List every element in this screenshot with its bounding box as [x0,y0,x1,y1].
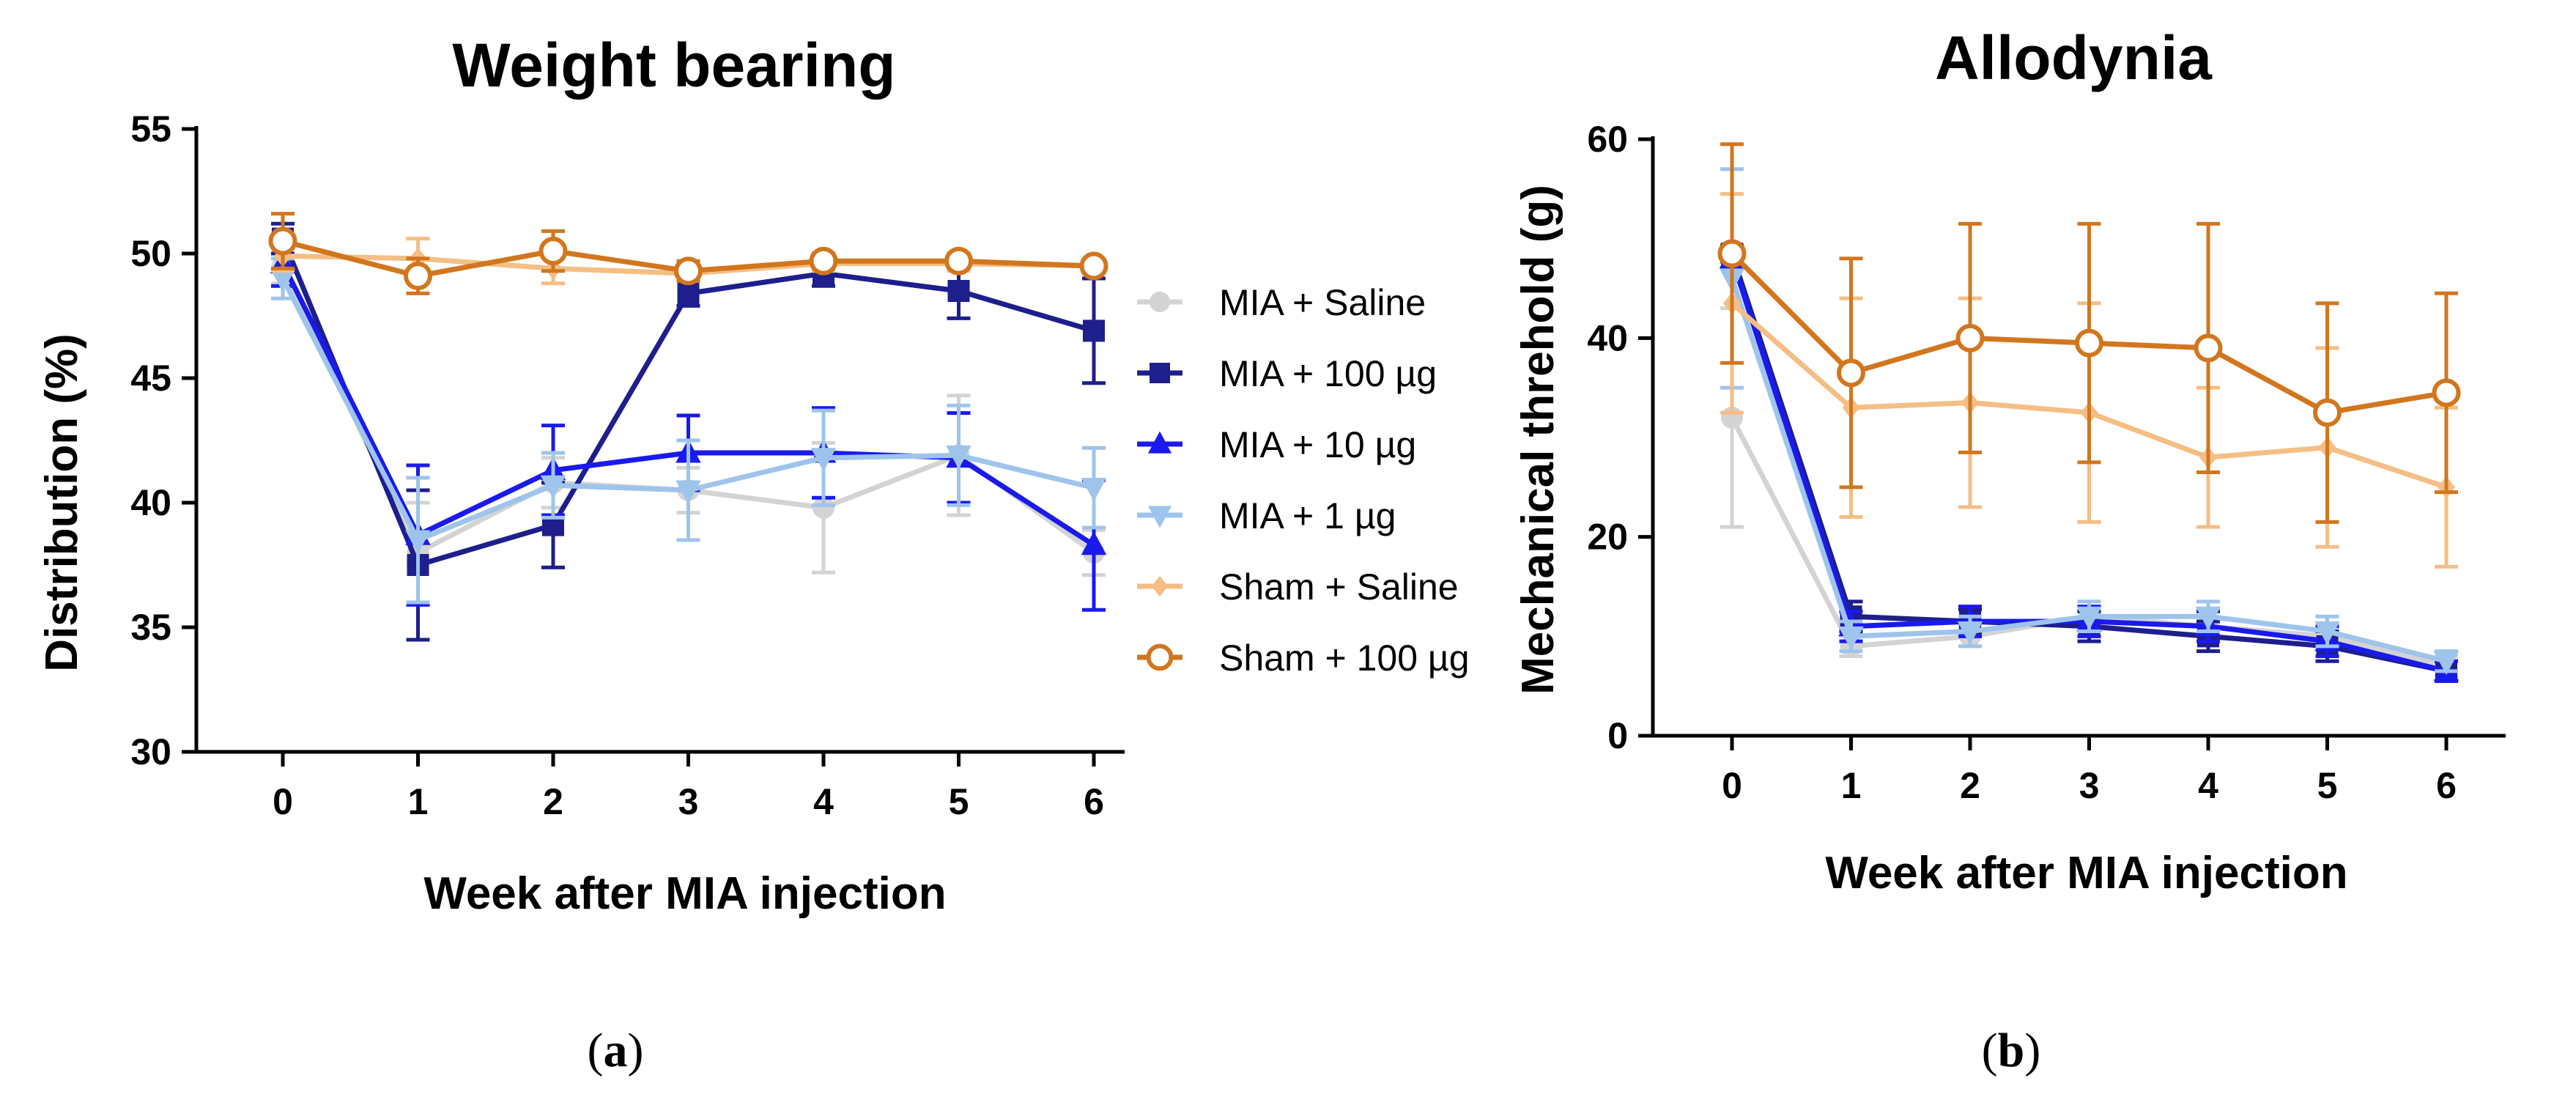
legend-item-sham-100-ug: Sham + 100 µg [1137,638,1470,679]
chart-a-point-mia-1-ug [405,530,431,554]
chart-b-y-tick-label: 40 [1587,317,1628,358]
chart-b-point-mia-1-ug [2433,651,2460,675]
legend: MIA + Saline MIA + 100 µg MIA + 10 µg MIA +… [1137,282,1470,679]
panel-b-allodynia: Allodynia Mechanical threhold (g) Week a… [1513,23,2506,1077]
chart-a-x-tick-label: 6 [1084,781,1104,822]
chart-b-y-axis-label: Mechanical threhold (g) [1513,185,1563,695]
chart-a-y-tick-label: 30 [130,731,171,772]
chart-a-x-axis-label: Week after MIA injection [423,868,946,919]
chart-b-x-tick-label: 6 [2436,765,2457,806]
chart-a-point-mia-saline [813,496,834,519]
chart-a-point-mia-1-ug [1081,478,1107,502]
chart-b-title: Allodynia [1935,23,2213,92]
chart-b-x-tick-label: 2 [1960,765,1980,806]
chart-b-series-sham-100-ug [1717,142,2461,524]
chart-b-x-tick-label: 4 [2198,765,2218,806]
legend-swatch-marker [1146,643,1174,671]
chart-a-point-mia-100-ug [947,280,970,302]
legend-item-mia-saline: MIA + Saline [1137,282,1426,323]
chart-a-point-mia-1-ug [810,448,837,472]
chart-b-x-tick-label: 3 [2079,765,2100,806]
chart-a-point-sham-100-ug [538,237,568,266]
chart-a-title: Weight bearing [452,31,895,100]
chart-b-point-mia-1-ug [2314,621,2340,646]
chart-a-y-tick-label: 50 [130,233,171,274]
chart-a-y-tick-label: 45 [130,358,171,399]
chart-b-series [1717,142,2461,683]
panel-a-weight-bearing: Weight bearing Distribution (%) Week aft… [37,31,1125,1077]
chart-a-point-mia-1-ug [540,475,566,499]
chart-b-point-sham-100-ug [2313,398,2342,427]
legend-item-mia-1-ug: MIA + 1 µg [1137,495,1396,536]
chart-b-x-tick-label: 5 [2317,765,2338,806]
legend-swatch-marker [1147,431,1172,454]
legend-label: MIA + Saline [1219,282,1426,323]
chart-a-point-mia-1-ug [270,268,296,292]
chart-b-point-mia-1-ug [2076,606,2102,630]
chart-a-point-mia-100-ug [1083,320,1105,342]
chart-b-point-sham-100-ug [2075,328,2103,358]
chart-a-x-tick-label: 1 [408,781,429,822]
chart-b-axes: 0 20 40 60 0 1 2 3 4 5 6 [1587,119,2506,806]
legend-label: MIA + 10 µg [1219,424,1416,465]
chart-a-series-sham-100-ug [268,212,1109,295]
chart-b-point-sham-100-ug [1955,323,1985,352]
chart-a-point-sham-100-ug [809,246,838,276]
panel-label-b: (b) [1982,1024,2041,1077]
chart-a-x-tick-label: 5 [949,781,969,822]
chart-b-x-axis-label: Week after MIA injection [1825,848,2347,898]
legend-swatch-marker [1151,576,1169,597]
chart-a-y-tick-label: 35 [130,607,171,648]
chart-a-y-axis-label: Distribution (%) [37,333,87,672]
legend-label: MIA + 1 µg [1219,495,1396,536]
legend-swatch-marker [1150,363,1170,383]
chart-b-x-tick-label: 1 [1841,765,1862,806]
legend-swatch-marker [1147,506,1172,528]
chart-a-point-sham-100-ug [1079,251,1109,281]
chart-a-x-tick-label: 4 [813,781,834,822]
chart-b-point-sham-100-ug [2432,378,2461,407]
chart-a-x-tick-label: 3 [678,781,699,822]
chart-b-point-sham-100-ug [1717,239,1747,268]
chart-a-y-tick-label: 40 [130,482,171,523]
chart-a-point-sham-100-ug [674,256,703,286]
chart-a-point-sham-100-ug [404,262,432,291]
chart-a-point-sham-100-ug [268,226,297,256]
chart-a-point-mia-100-ug [677,282,700,305]
chart-a-y-tick-label: 55 [130,108,171,149]
legend-item-mia-100-ug: MIA + 100 µg [1137,353,1437,394]
legend-label: Sham + 100 µg [1219,638,1470,679]
panel-label-a: (a) [588,1024,644,1077]
chart-b-y-tick-label: 20 [1587,517,1628,558]
chart-b-point-sham-100-ug [1837,358,1865,388]
chart-a-point-mia-1-ug [946,445,971,470]
chart-a-point-sham-100-ug [944,246,973,276]
legend-item-sham-saline: Sham + Saline [1137,566,1459,607]
chart-a-point-mia-1-ug [676,480,701,504]
chart-b-point-mia-1-ug [1957,621,1983,646]
chart-a-x-tick-label: 0 [273,781,293,822]
chart-b-point-mia-1-ug [2195,606,2221,630]
chart-b-point-mia-1-ug [1838,626,1864,651]
chart-a-point-mia-10-ug [1081,531,1107,555]
chart-a-series [268,212,1109,642]
chart-b-x-tick-label: 0 [1722,765,1742,806]
chart-b-point-sham-100-ug [2194,333,2223,363]
legend-label: MIA + 100 µg [1219,353,1437,394]
legend-item-mia-10-ug: MIA + 10 µg [1137,424,1416,465]
chart-b-y-tick-label: 0 [1607,715,1628,756]
legend-label: Sham + Saline [1219,566,1459,607]
chart-b-y-tick-label: 60 [1587,119,1628,160]
legend-swatch-marker [1150,292,1170,312]
chart-a-x-tick-label: 2 [543,781,563,822]
